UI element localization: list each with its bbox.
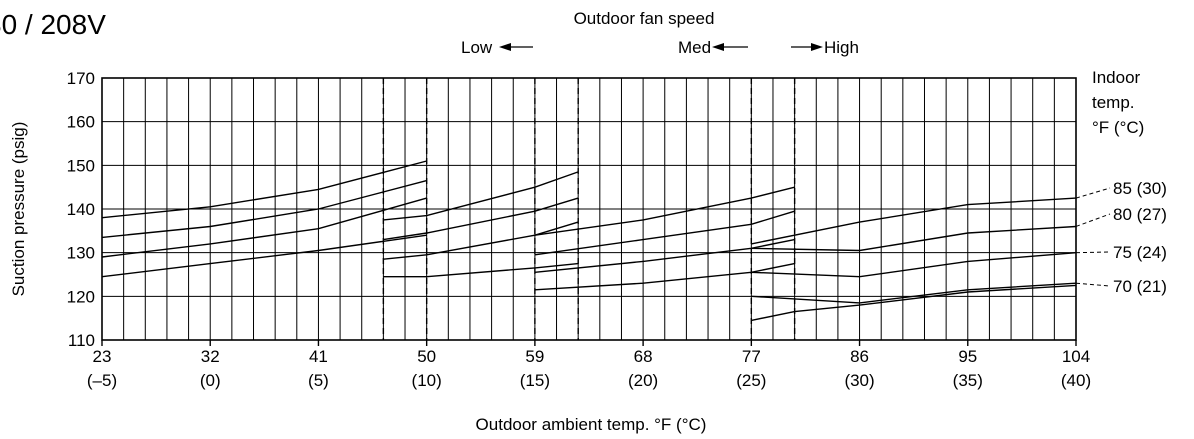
legend-leaders bbox=[1075, 187, 1111, 287]
legend-label: 85 (30) bbox=[1113, 179, 1167, 198]
x-tick-sublabel: (20) bbox=[628, 371, 658, 390]
legend-label: 70 (21) bbox=[1113, 277, 1167, 296]
legend-leader-line bbox=[1075, 251, 1111, 254]
x-tick-label: 41 bbox=[309, 347, 328, 366]
series-line-80 bbox=[101, 179, 427, 239]
legend-label: 80 (27) bbox=[1113, 205, 1167, 224]
x-tick-label: 77 bbox=[742, 347, 761, 366]
x-tick-sublabel: (40) bbox=[1061, 371, 1091, 390]
x-tick-label: 104 bbox=[1062, 347, 1090, 366]
series-line-85 bbox=[751, 197, 1077, 245]
y-tick-label: 170 bbox=[67, 69, 95, 88]
legend-label: 75 (24) bbox=[1113, 243, 1167, 262]
series-line-75 bbox=[101, 197, 427, 258]
x-tick-sublabel: (30) bbox=[844, 371, 874, 390]
series-line-unlabeled bbox=[751, 284, 1077, 322]
fan-speed-boundaries bbox=[382, 78, 796, 340]
axes: 110 120 130 140 150 160 170 23 (–5) 32 (0) 41 (5) 50 (… bbox=[67, 69, 1091, 390]
x-tick-label: 86 bbox=[850, 347, 869, 366]
legend: 85 (30) 80 (27) 75 (24) 70 (21) bbox=[1113, 179, 1167, 296]
legend-leader-line bbox=[1075, 282, 1111, 287]
x-tick-sublabel: (0) bbox=[200, 371, 221, 390]
fan-speed-low-label: Low bbox=[461, 38, 493, 57]
x-tick-sublabel: (35) bbox=[953, 371, 983, 390]
fan-speed-high-label: High bbox=[824, 38, 859, 57]
series-line-80 bbox=[383, 197, 579, 241]
x-tick-label: 59 bbox=[525, 347, 544, 366]
series-line-85 bbox=[101, 160, 427, 219]
x-axis-label: Outdoor ambient temp. °F (°C) bbox=[476, 415, 707, 434]
series-line-75 bbox=[534, 238, 795, 273]
x-tick-label: 32 bbox=[201, 347, 220, 366]
fan-speed-low-arrow bbox=[499, 43, 533, 51]
grid bbox=[102, 78, 1076, 340]
legend-title-line3: °F (°C) bbox=[1092, 118, 1144, 137]
y-tick-label: 160 bbox=[67, 113, 95, 132]
plot-frame bbox=[101, 77, 1077, 341]
series-line-80 bbox=[751, 225, 1077, 252]
x-tick-label: 50 bbox=[417, 347, 436, 366]
fan-speed-header: Outdoor fan speed bbox=[574, 9, 715, 28]
x-tick-label: 68 bbox=[634, 347, 653, 366]
y-tick-label: 130 bbox=[67, 244, 95, 263]
series-line-75 bbox=[751, 252, 1077, 278]
series-line-70 bbox=[101, 234, 427, 278]
series-line-75 bbox=[383, 221, 579, 260]
legend-leader-line bbox=[1075, 187, 1111, 199]
y-tick-label: 120 bbox=[67, 287, 95, 306]
series-line-70 bbox=[383, 262, 579, 278]
series-line-70 bbox=[534, 262, 795, 291]
x-tick-sublabel: (5) bbox=[308, 371, 329, 390]
x-tick-label: 23 bbox=[93, 347, 112, 366]
series-line-80 bbox=[534, 210, 795, 256]
legend-title-line2: temp. bbox=[1092, 93, 1135, 112]
y-tick-label: 110 bbox=[68, 331, 95, 350]
series-lines bbox=[101, 160, 1077, 322]
y-axis-label: Suction pressure (psig) bbox=[9, 122, 28, 297]
x-tick-label: 95 bbox=[958, 347, 977, 366]
chart-title: 30 / 208V bbox=[0, 9, 106, 40]
fan-speed-med-label: Med bbox=[678, 38, 711, 57]
x-tick-sublabel: (10) bbox=[412, 371, 442, 390]
fan-speed-med-arrow bbox=[712, 43, 748, 51]
series-line-85 bbox=[534, 186, 795, 236]
x-tick-sublabel: (25) bbox=[736, 371, 766, 390]
legend-leader-line bbox=[1075, 213, 1111, 227]
x-tick-sublabel: (–5) bbox=[87, 371, 117, 390]
fan-speed-high-arrow bbox=[791, 43, 823, 51]
legend-title-line1: Indoor bbox=[1092, 68, 1141, 87]
series-line-85 bbox=[383, 171, 579, 221]
y-tick-label: 140 bbox=[67, 200, 95, 219]
y-tick-label: 150 bbox=[67, 156, 95, 175]
series-line-70 bbox=[751, 282, 1077, 304]
x-tick-sublabel: (15) bbox=[520, 371, 550, 390]
